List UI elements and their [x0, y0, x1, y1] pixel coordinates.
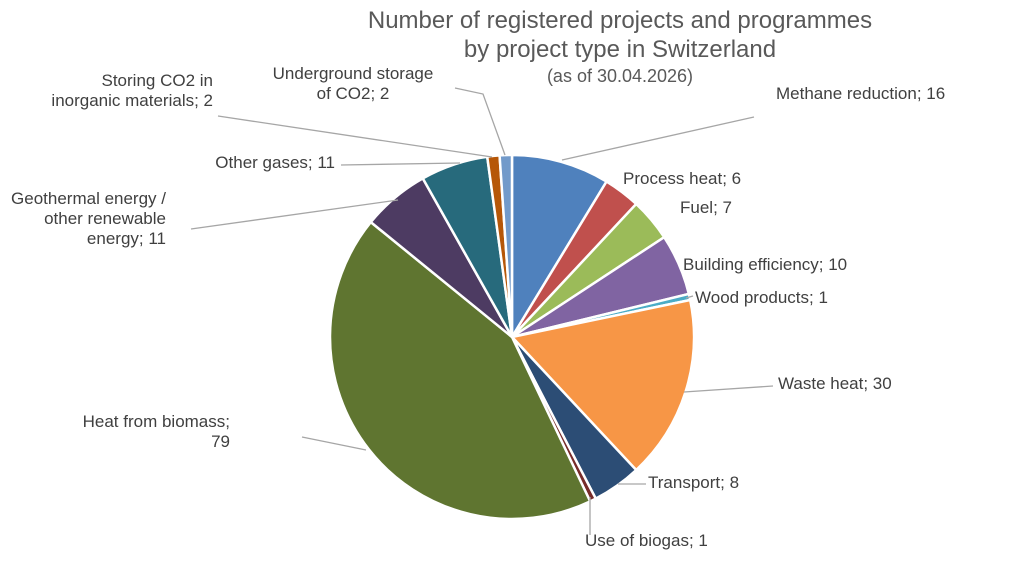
- slice-label-line: of CO2; 2: [317, 84, 390, 103]
- leader-line: [340, 162, 461, 166]
- chart-title-line-2: by project type in Switzerland: [463, 36, 777, 63]
- slice-label-line: 79: [211, 432, 230, 451]
- leader-line: [685, 295, 694, 299]
- slice-label-line: Process heat; 6: [623, 169, 741, 188]
- slice-label: Underground storage of CO2; 2: [273, 64, 434, 103]
- slice-label: Use of biogas; 1: [585, 531, 708, 550]
- slice-label-line: Fuel; 7: [680, 198, 732, 217]
- slice-label-line: Transport; 8: [648, 473, 739, 492]
- leader-line: [561, 116, 755, 161]
- slice-label: Other gases; 11: [215, 153, 335, 172]
- slice-label-line: inorganic materials; 2: [51, 91, 213, 110]
- slice-label-line: Wood products; 1: [695, 288, 828, 307]
- slice-label-line: Underground storage: [273, 64, 434, 83]
- leader-lines: [190, 87, 774, 535]
- slice-label: Waste heat; 30: [778, 374, 892, 393]
- chart-title-block: Number of registered projects and progra…: [340, 6, 900, 87]
- slice-label-line: Heat from biomass;: [83, 412, 230, 431]
- slice-label: Heat from biomass; 79: [83, 412, 230, 451]
- slice-label-line: Waste heat; 30: [778, 374, 892, 393]
- slice-label: Storing CO2 in inorganic materials; 2: [51, 71, 213, 110]
- pie-slice-underground-storage-of-co2: [498, 153, 514, 338]
- pie-slices: [328, 153, 696, 521]
- slice-label: Wood products; 1: [695, 288, 828, 307]
- pie-slice-heat-from-biomass: [328, 220, 592, 521]
- leader-line: [454, 87, 506, 156]
- slice-label-line: Use of biogas; 1: [585, 531, 708, 550]
- slice-label-line: Methane reduction; 16: [776, 84, 945, 103]
- slice-label-line: Geothermal energy /: [11, 189, 166, 208]
- slice-label-line: Other gases; 11: [215, 153, 335, 172]
- slice-label: Building efficiency; 10: [683, 255, 847, 274]
- slice-label-line: other renewable: [44, 209, 166, 228]
- slice-label: Geothermal energy / other renewable energy…: [11, 189, 166, 248]
- slice-label-line: Storing CO2 in: [102, 71, 214, 90]
- chart-subtitle: (as of 30.04.2026): [546, 66, 694, 86]
- leader-line: [301, 436, 367, 451]
- leader-line: [190, 199, 399, 230]
- slice-label: Methane reduction; 16: [776, 84, 945, 103]
- slice-label: Fuel; 7: [680, 198, 732, 217]
- slice-label-line: energy; 11: [87, 229, 166, 248]
- slice-label: Transport; 8: [648, 473, 739, 492]
- leader-line: [217, 115, 493, 158]
- slice-label-line: Building efficiency; 10: [683, 255, 847, 274]
- chart-title-line-1: Number of registered projects and progra…: [367, 7, 873, 34]
- pie-slice-methane-reduction: [510, 153, 609, 342]
- slice-labels: Methane reduction; 16 Process heat; 6 Fuel…: [11, 64, 945, 550]
- leader-line: [683, 385, 774, 393]
- slice-label: Process heat; 6: [623, 169, 741, 188]
